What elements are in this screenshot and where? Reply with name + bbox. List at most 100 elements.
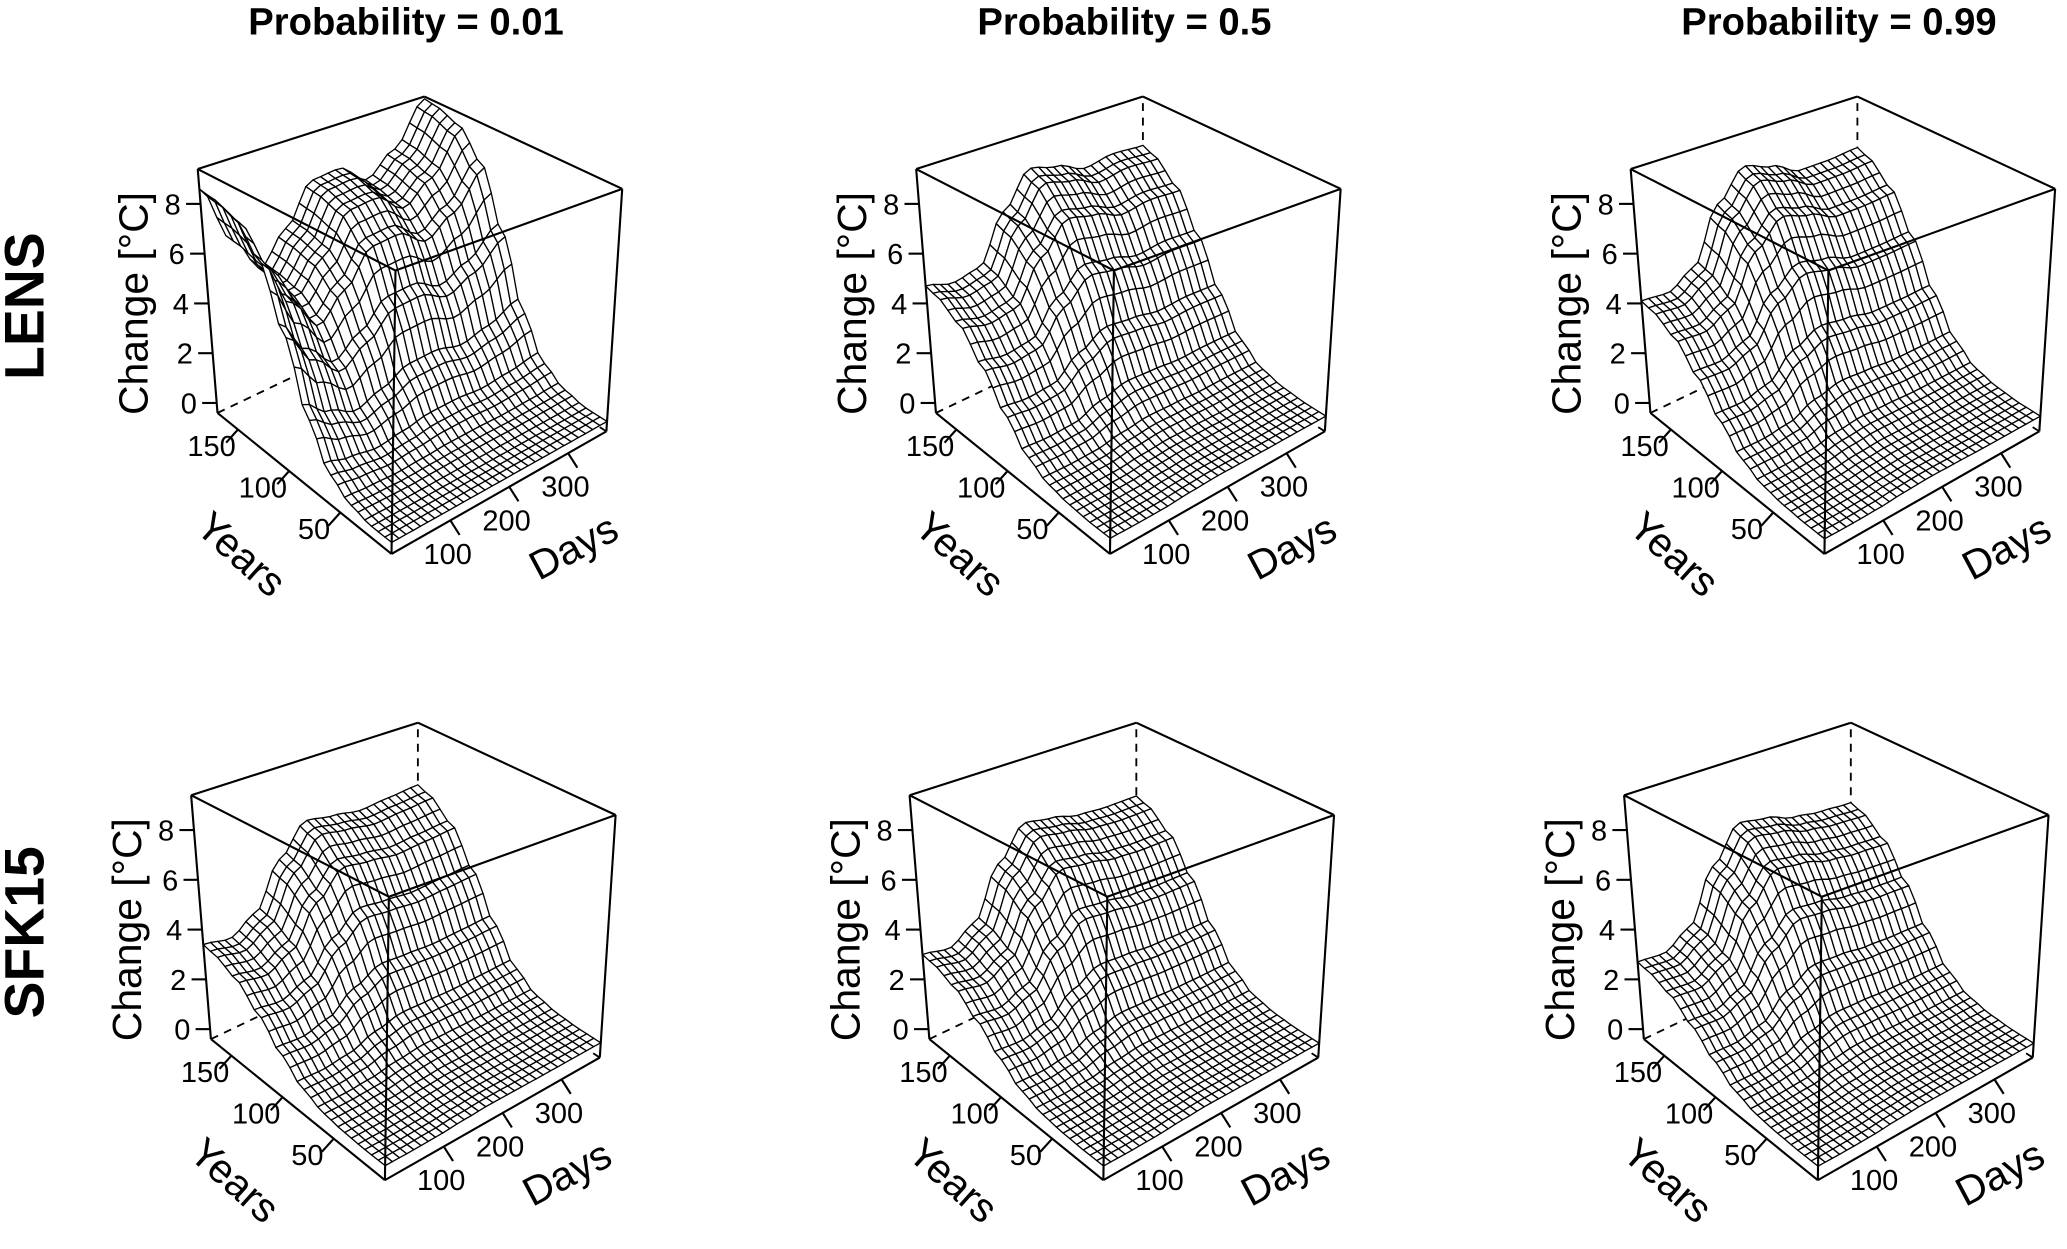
z-tick-label: 0 <box>899 389 915 421</box>
days-tick-label: 300 <box>535 1098 583 1130</box>
box-edge <box>2031 814 2050 1058</box>
days-tick-label: 300 <box>1968 1098 2016 1130</box>
box-edge <box>196 168 219 414</box>
days-tick-label: 100 <box>1142 539 1190 571</box>
days-tick-label: 200 <box>1194 1131 1242 1163</box>
days-axis-label: Days <box>1240 505 1344 589</box>
days-tick <box>2000 452 2012 469</box>
days-tick-label: 300 <box>1253 1098 1301 1130</box>
years-axis-label: Years <box>1614 1129 1721 1232</box>
days-tick <box>1226 486 1238 502</box>
days-tick <box>560 1078 572 1095</box>
days-tick <box>1941 486 1953 502</box>
days-tick <box>1993 1078 2005 1095</box>
z-tick-label: 0 <box>1607 1015 1623 1047</box>
box-edge <box>1317 814 1336 1058</box>
years-tick-label: 50 <box>291 1140 323 1172</box>
box-edge <box>1850 721 2049 816</box>
z-tick-label: 6 <box>1595 865 1611 897</box>
z-tick-label: 8 <box>1591 816 1607 848</box>
years-tick <box>1754 1137 1768 1153</box>
years-axis-label: Years <box>1621 503 1728 606</box>
z-tick-label: 4 <box>1599 915 1615 947</box>
z-tick-label: 6 <box>881 865 897 897</box>
z-axis-label: Change [°C] <box>104 818 150 1041</box>
z-tick-label: 2 <box>895 339 911 371</box>
years-tick-label: 150 <box>1614 1057 1662 1089</box>
years-tick <box>1046 511 1060 527</box>
days-tick-label: 100 <box>1856 539 1904 571</box>
box-edge <box>2038 188 2057 432</box>
years-tick-label: 50 <box>1010 1140 1042 1172</box>
years-tick <box>1760 511 1775 527</box>
z-tick-label: 4 <box>885 915 901 947</box>
years-tick-label: 100 <box>950 1099 998 1131</box>
box-edge <box>598 814 617 1058</box>
days-axis-label: Days <box>522 505 626 589</box>
days-tick <box>1875 1145 1887 1162</box>
years-axis-label: Years <box>188 503 295 606</box>
years-axis-label: Years <box>900 1129 1007 1232</box>
days-tick <box>449 519 461 536</box>
days-axis-label: Days <box>1954 505 2058 589</box>
box-edge <box>915 168 1115 272</box>
days-tick-label: 200 <box>1915 505 1963 537</box>
days-tick <box>442 1145 454 1162</box>
days-tick-label: 300 <box>541 472 589 504</box>
box-edge <box>1323 188 1342 432</box>
z-tick-label: 2 <box>170 965 186 997</box>
box-edge <box>1629 168 1652 414</box>
z-axis-label: Change [°C] <box>1537 818 1583 1041</box>
years-tick-label: 150 <box>1620 431 1668 463</box>
days-tick <box>1934 1112 1946 1129</box>
row-label-sfk15: SFK15 <box>0 846 56 1018</box>
z-tick-label: 2 <box>1610 339 1626 371</box>
z-tick-label: 8 <box>165 189 181 221</box>
years-axis-label: Years <box>906 503 1013 606</box>
days-tick-label: 200 <box>482 505 530 537</box>
box-edge <box>197 95 425 171</box>
box-edge <box>915 95 1144 171</box>
years-tick-label: 50 <box>298 514 330 546</box>
box-edge <box>1623 721 1852 797</box>
box-edge <box>1623 795 1645 1040</box>
box-edge <box>605 188 624 432</box>
years-tick-label: 150 <box>181 1057 229 1089</box>
box-edge <box>390 430 607 555</box>
z-axis-label: Change [°C] <box>822 818 868 1041</box>
column-title-p05: Probability = 0.5 <box>977 1 1271 44</box>
z-tick-label: 4 <box>891 289 907 321</box>
days-tick <box>1279 1078 1291 1095</box>
days-tick <box>567 452 579 469</box>
z-tick-label: 4 <box>173 289 189 321</box>
years-tick <box>225 428 239 444</box>
days-tick-label: 100 <box>1135 1165 1183 1197</box>
years-tick <box>276 470 290 485</box>
box-edge <box>908 795 931 1040</box>
z-tick-label: 8 <box>876 816 892 848</box>
z-axis-label: Change [°C] <box>111 192 157 415</box>
days-tick-label: 200 <box>1909 1131 1957 1163</box>
box-edge <box>935 412 1111 555</box>
z-tick-label: 2 <box>177 339 193 371</box>
years-tick <box>327 511 342 527</box>
days-axis-label: Days <box>1233 1131 1337 1215</box>
box-edge <box>390 270 397 554</box>
z-axis-label: Change [°C] <box>829 192 875 415</box>
box-edge <box>1108 270 1115 554</box>
days-tick <box>501 1112 513 1129</box>
box-edge <box>1142 95 1342 190</box>
column-title-p001: Probability = 0.01 <box>248 1 563 44</box>
z-tick-label: 4 <box>166 915 182 947</box>
days-tick-label: 100 <box>1850 1165 1898 1197</box>
days-tick-label: 300 <box>1974 472 2022 504</box>
years-tick-label: 150 <box>899 1057 947 1089</box>
box-edge <box>1109 430 1326 555</box>
z-tick-label: 0 <box>181 389 197 421</box>
box-edge <box>417 721 617 816</box>
